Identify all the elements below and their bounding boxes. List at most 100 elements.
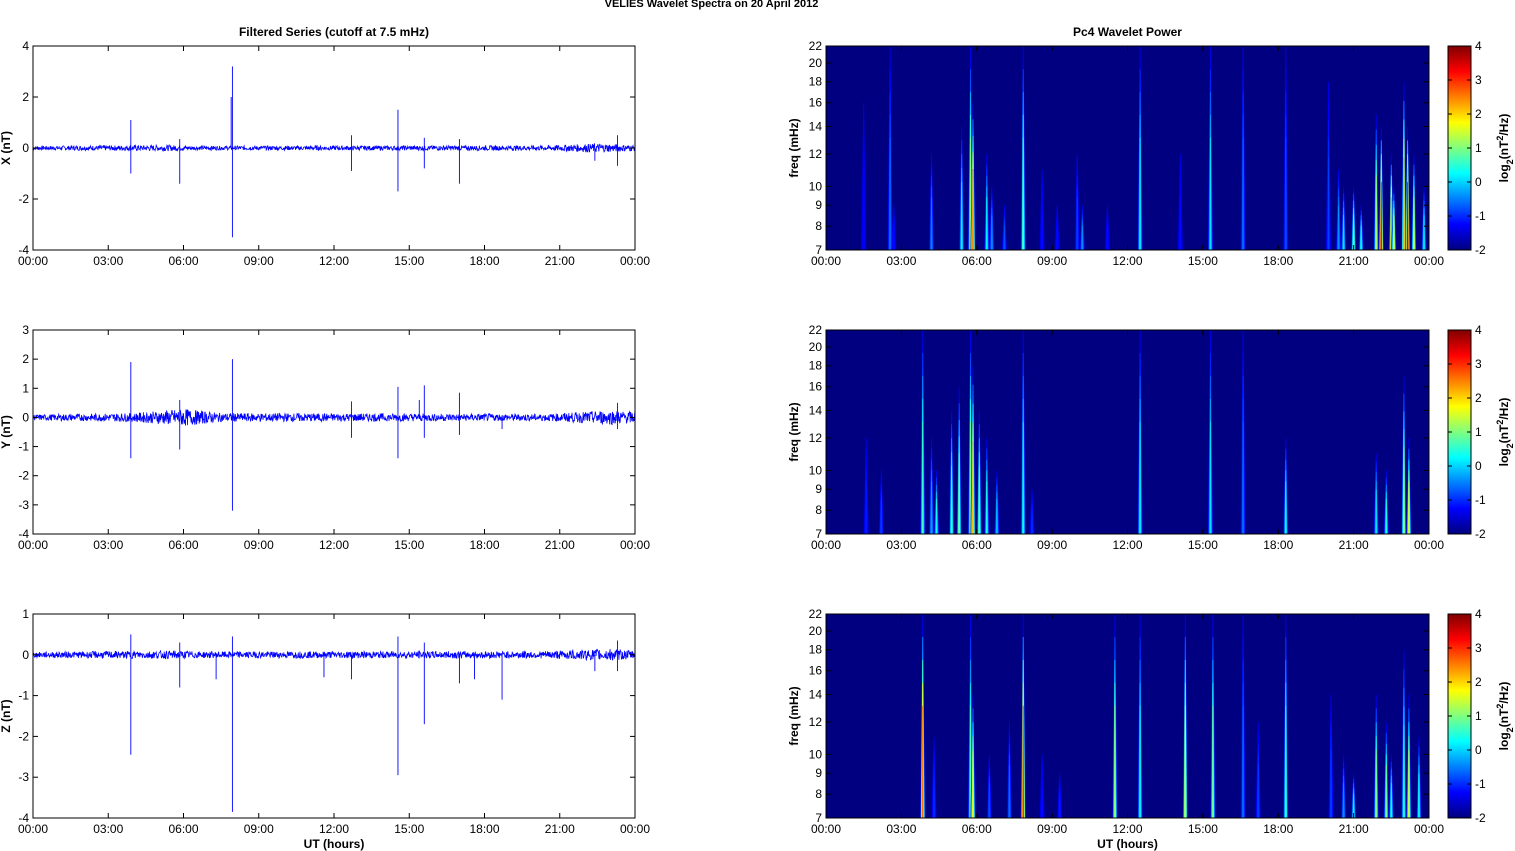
power-streak: [996, 499, 998, 534]
x-tick-label: 12:00: [319, 538, 349, 552]
series-trace: [32, 143, 636, 153]
power-streak: [988, 783, 991, 818]
y-tick-label: 7: [815, 243, 822, 257]
y-axis-label: Z (nT): [0, 699, 13, 732]
colorbar-tick-label: -2: [1475, 243, 1486, 257]
power-streak: [1375, 750, 1377, 818]
colorbar-tick-label: 4: [1475, 607, 1482, 621]
colorbar-tick-label: 1: [1475, 141, 1482, 155]
colorbar-tick-label: 4: [1475, 323, 1482, 337]
y-tick-label: 14: [809, 120, 823, 134]
x-tick-label: 15:00: [394, 254, 424, 268]
power-streak: [1418, 773, 1420, 818]
x-tick-label: 09:00: [244, 538, 274, 552]
y-tick-label: 1: [22, 381, 29, 395]
power-streak: [969, 137, 972, 250]
x-tick-label: 03:00: [93, 822, 123, 836]
y-tick-label: 22: [809, 323, 823, 337]
x-tick-label: 06:00: [168, 254, 198, 268]
y-tick-label: 0: [22, 648, 29, 662]
power-streak: [1058, 793, 1061, 818]
power-streak: [1342, 783, 1345, 818]
y-tick-label: 20: [809, 624, 823, 638]
power-streak: [1352, 215, 1355, 250]
power-streak: [1114, 705, 1116, 818]
x-tick-label: 12:00: [1112, 538, 1142, 552]
y-tick-label: 18: [809, 359, 823, 373]
y-tick-label: -3: [18, 770, 29, 784]
y-tick-label: 12: [809, 431, 823, 445]
y-tick-label: 16: [809, 96, 823, 110]
x-tick-label: 21:00: [545, 254, 575, 268]
y-tick-label: 10: [809, 747, 823, 761]
power-streak: [1022, 421, 1024, 534]
power-streak: [1056, 225, 1058, 250]
colorbar-tick-label: -1: [1475, 777, 1486, 791]
power-streak: [880, 499, 882, 534]
power-streak: [1352, 793, 1355, 818]
x-tick-label: 00:00: [18, 538, 48, 552]
y-tick-label: 22: [809, 39, 823, 53]
power-streak: [893, 225, 895, 250]
y-tick-label: 2: [22, 352, 29, 366]
colorbar: 4 3 2 1 0 -1 -2 log2(nT2/Hz): [1447, 607, 1515, 825]
colorbar-tick-label: -1: [1475, 209, 1486, 223]
power-streak: [1242, 137, 1244, 250]
power-streak: [1408, 750, 1410, 818]
power-streak: [972, 441, 974, 534]
x-tick-label: 15:00: [1188, 538, 1218, 552]
x-tick-label: 21:00: [1339, 822, 1369, 836]
x-tick-label: 12:00: [1112, 254, 1142, 268]
power-streak: [1209, 137, 1212, 250]
x-tick-label: 06:00: [168, 538, 198, 552]
power-streak: [1285, 481, 1287, 534]
colorbar: 4 3 2 1 0 -1 -2 log2(nT2/Hz): [1447, 39, 1515, 257]
x-tick-label: 15:00: [1188, 254, 1218, 268]
x-tick-label: 00:00: [811, 822, 841, 836]
power-streak: [1212, 705, 1214, 818]
power-streak: [960, 182, 963, 250]
power-streak: [1139, 421, 1141, 534]
x-tick-label: 09:00: [1037, 254, 1067, 268]
x-tick-label: 00:00: [620, 538, 650, 552]
y-axis-label: freq (mHz): [787, 118, 801, 177]
x-tick-label: 00:00: [1414, 822, 1444, 836]
x-tick-label: 21:00: [1339, 538, 1369, 552]
colorbar-label: log2(nT2/Hz): [1495, 398, 1515, 467]
x-tick-label: 09:00: [244, 254, 274, 268]
y-tick-label: 7: [815, 527, 822, 541]
power-streak: [1408, 481, 1410, 534]
x-axis-label: UT (hours): [304, 837, 365, 851]
y-axis-label: X (nT): [0, 131, 13, 165]
x-tick-label: 00:00: [811, 254, 841, 268]
power-streak: [1413, 197, 1415, 250]
chart-title: Pc4 Wavelet Power: [1073, 25, 1182, 39]
y-tick-label: 8: [815, 503, 822, 517]
power-streak: [1242, 705, 1244, 818]
colorbar-tick-label: 3: [1475, 357, 1482, 371]
power-streak: [1385, 765, 1387, 818]
power-streak: [1008, 765, 1011, 818]
colorbar-tick-label: -2: [1475, 811, 1486, 825]
y-tick-label: 10: [809, 463, 823, 477]
x-tick-label: 18:00: [1263, 254, 1293, 268]
power-streak: [1022, 705, 1024, 818]
y-tick-label: 8: [815, 219, 822, 233]
y-tick-label: 9: [815, 198, 822, 212]
power-streak: [1375, 175, 1377, 250]
x-tick-label: 09:00: [244, 822, 274, 836]
x-tick-label: 18:00: [469, 254, 499, 268]
x-axis-label: UT (hours): [1097, 837, 1158, 851]
heatmap-background: [826, 614, 1429, 818]
y-tick-label: 12: [809, 715, 823, 729]
y-tick-label: -4: [18, 243, 29, 257]
colorbar-tick-label: 1: [1475, 425, 1482, 439]
colorbar-tick-label: 2: [1475, 391, 1482, 405]
colorbar-tick-label: 2: [1475, 107, 1482, 121]
y-tick-label: 0: [22, 410, 29, 424]
power-streak: [922, 705, 924, 818]
x-tick-label: 18:00: [469, 822, 499, 836]
